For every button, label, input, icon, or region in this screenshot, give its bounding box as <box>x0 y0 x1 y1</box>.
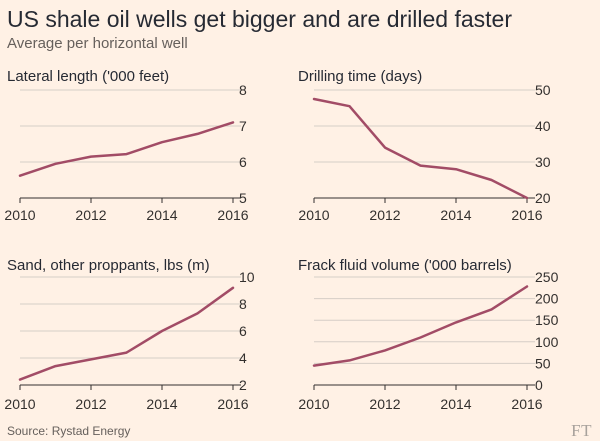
chart-4-y-tick-label: 100 <box>535 334 559 350</box>
chart-2-x-tick-label: 2012 <box>369 207 400 223</box>
chart-1-y-tick-label: 8 <box>239 82 247 98</box>
chart-3-title: Sand, other proppants, lbs (m) <box>7 257 210 274</box>
chart-1-y-tick-label: 5 <box>239 190 247 206</box>
chart-1-title: Lateral length ('000 feet) <box>7 68 169 85</box>
chart-4-x-tick-label: 2014 <box>440 396 471 412</box>
chart-2-y-tick-label: 20 <box>535 190 551 206</box>
chart-3-x-tick-label: 2010 <box>4 396 35 412</box>
chart-3-x-tick-label: 2016 <box>217 396 248 412</box>
chart-3-y-tick-label: 8 <box>239 296 247 312</box>
chart-1-x-tick-label: 2012 <box>75 207 106 223</box>
chart-4-y-tick-label: 0 <box>535 377 543 393</box>
chart-3-y-tick-label: 2 <box>239 377 247 393</box>
page-subtitle: Average per horizontal well <box>7 35 188 52</box>
chart-2-y-tick-label: 40 <box>535 118 551 134</box>
chart-1-series-line <box>18 121 235 177</box>
chart-2-y-tick-label: 30 <box>535 154 551 170</box>
ft-logo: FT <box>571 421 592 440</box>
chart-4-x-tick-label: 2012 <box>369 396 400 412</box>
chart-2-title: Drilling time (days) <box>298 68 422 85</box>
chart-2-series-line <box>312 97 529 200</box>
chart-1-y-tick-label: 7 <box>239 118 247 134</box>
chart-3-y-tick-label: 6 <box>239 323 247 339</box>
chart-4-x-tick-label: 2016 <box>511 396 542 412</box>
chart-4-y-tick-label: 200 <box>535 291 559 307</box>
chart-4-x-tick-label: 2010 <box>298 396 329 412</box>
chart-1-x-tick-label: 2014 <box>146 207 177 223</box>
chart-4-series-line <box>312 285 529 367</box>
chart-3-y-tick-label: 4 <box>239 350 247 366</box>
source-note: Source: Rystad Energy <box>7 424 131 438</box>
chart-3-x-tick-label: 2014 <box>146 396 177 412</box>
chart-2-x-tick-label: 2010 <box>298 207 329 223</box>
chart-3-x-tick-label: 2012 <box>75 396 106 412</box>
chart-4-title: Frack fluid volume ('000 barrels) <box>298 257 512 274</box>
chart-3-y-tick-label: 10 <box>239 269 255 285</box>
chart-2-x-tick-label: 2016 <box>511 207 542 223</box>
chart-4-y-tick-label: 250 <box>535 269 559 285</box>
chart-1-x-tick-label: 2016 <box>217 207 248 223</box>
chart-4-y-tick-label: 150 <box>535 312 559 328</box>
chart-1-y-tick-label: 6 <box>239 154 247 170</box>
chart-2-y-tick-label: 50 <box>535 82 551 98</box>
chart-1-x-tick-label: 2010 <box>4 207 35 223</box>
page-title: US shale oil wells get bigger and are dr… <box>7 6 512 32</box>
chart-4-y-tick-label: 50 <box>535 355 551 371</box>
chart-2-x-tick-label: 2014 <box>440 207 471 223</box>
chart-3-series-line <box>18 286 235 381</box>
